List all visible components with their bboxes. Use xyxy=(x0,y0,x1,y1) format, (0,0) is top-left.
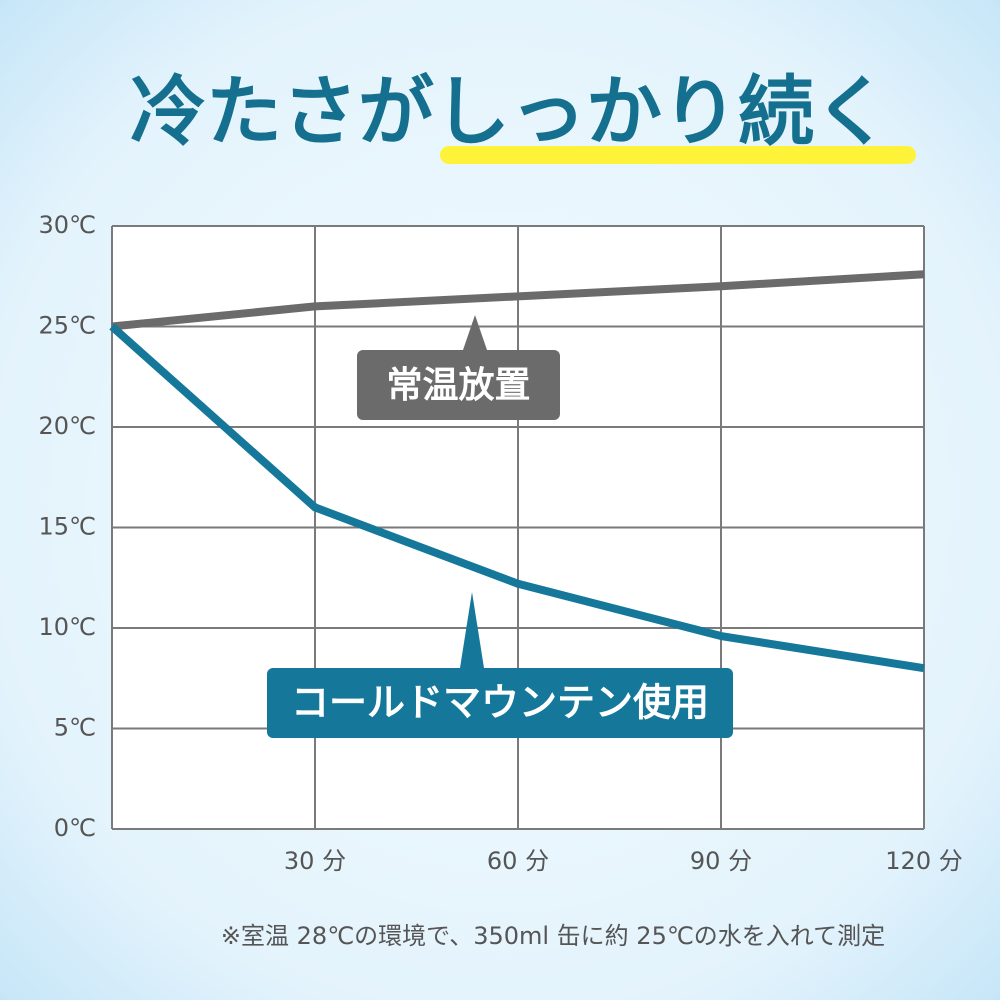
callout-pointer xyxy=(460,592,484,668)
y-tick-label: 15℃ xyxy=(39,513,97,541)
data-line xyxy=(111,270,925,331)
data-line xyxy=(109,323,925,673)
footnote: ※室温 28℃の環境で、350ml 缶に約 25℃の水を入れて測定 xyxy=(221,922,885,950)
x-tick-label: 30 分 xyxy=(284,847,346,875)
y-tick-label: 20℃ xyxy=(39,412,97,440)
callout-pointer xyxy=(463,315,487,350)
y-tick-label: 0℃ xyxy=(54,814,96,842)
y-tick-label: 30℃ xyxy=(39,211,97,239)
legend-box xyxy=(357,350,560,420)
y-tick-label: 10℃ xyxy=(39,613,97,641)
legend-box xyxy=(267,668,733,738)
legend-label: 常温放置 xyxy=(386,365,530,406)
title-highlight xyxy=(440,146,916,164)
x-tick-label: 60 分 xyxy=(487,847,549,875)
x-tick-label: 120 分 xyxy=(885,847,962,875)
y-tick-label: 5℃ xyxy=(54,714,96,742)
y-tick-label: 25℃ xyxy=(39,312,97,340)
legend-label: コールドマウンテン使用 xyxy=(291,681,709,725)
x-tick-label: 90 分 xyxy=(690,847,752,875)
chart-title: 冷たさがしっかり続く xyxy=(130,67,890,156)
